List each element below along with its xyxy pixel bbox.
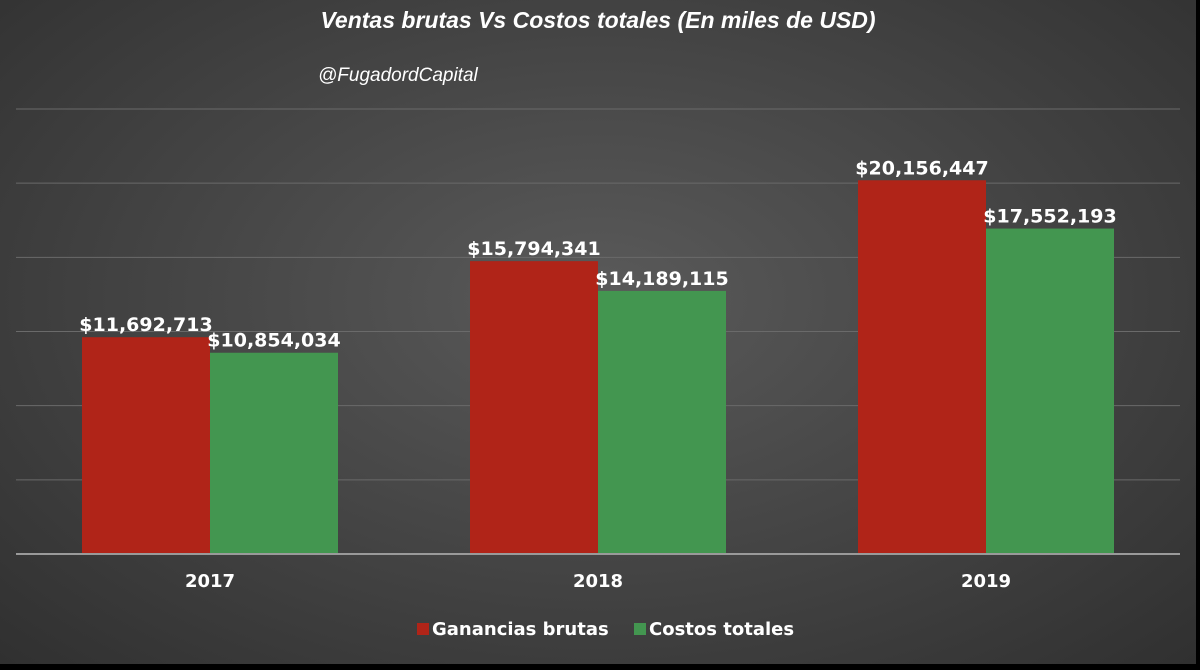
x-tick-label: 2018 [573, 571, 623, 592]
bars [82, 180, 1114, 555]
data-labels: $11,692,713$10,854,034 $15,794,341 $14,189… [79, 157, 1116, 351]
legend-label: Costos totales [649, 619, 794, 640]
data-label: $15,794,341 [467, 238, 600, 260]
data-label: $10,854,034 [207, 330, 340, 352]
x-axis-ticks: 2017 2018 2019 [185, 571, 1011, 592]
data-label: $17,552,193 [983, 206, 1116, 228]
bar-costos-totales-2017 [210, 352, 338, 554]
bar-costos-totales-2018 [598, 290, 726, 554]
x-tick-label: 2019 [961, 571, 1011, 592]
bar-ganancias-brutas-2019 [858, 180, 986, 555]
bar-ganancias-brutas-2017 [82, 337, 210, 554]
x-tick-label: 2017 [185, 571, 235, 592]
chart-title: Ventas brutas Vs Costos totales (En mile… [320, 7, 875, 33]
legend-swatch [634, 623, 646, 635]
bar-costos-totales-2019 [986, 228, 1114, 554]
data-label: $14,189,115 [595, 268, 728, 290]
legend: Ganancias brutas Costos totales [417, 619, 794, 640]
data-label: $11,692,713 [79, 314, 212, 336]
legend-label: Ganancias brutas [432, 619, 609, 640]
bar-ganancias-brutas-2018 [470, 261, 598, 554]
legend-swatch [417, 623, 429, 635]
chart-subtitle: @FugadordCapital [318, 65, 479, 86]
data-label: $20,156,447 [855, 157, 988, 179]
